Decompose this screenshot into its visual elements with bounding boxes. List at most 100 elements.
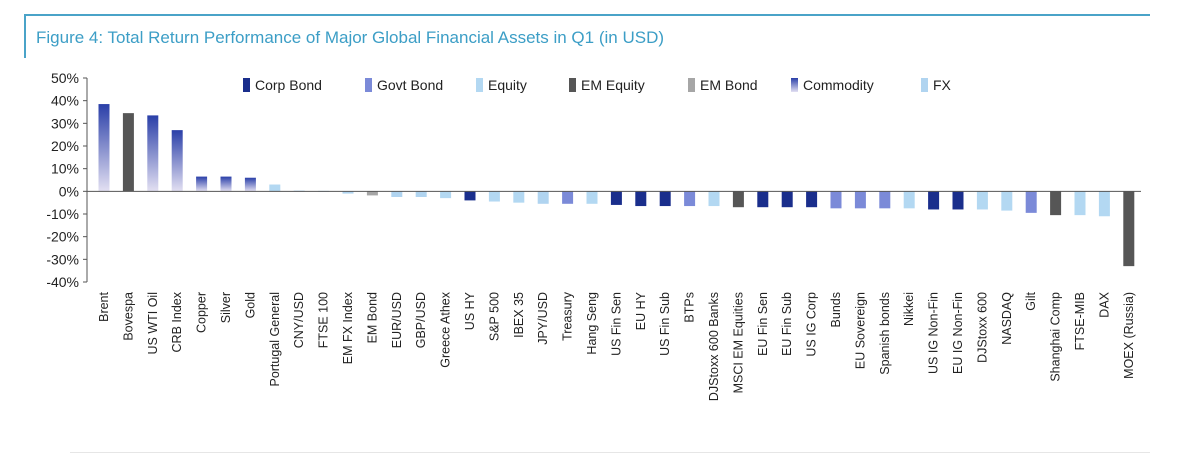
category-label: CRB Index: [170, 291, 184, 352]
legend-swatch: [921, 78, 928, 92]
bar: [928, 191, 940, 210]
category-label: DAX: [1097, 291, 1111, 317]
category-label: CNY/USD: [292, 292, 306, 348]
bottom-rule: [70, 452, 1150, 453]
category-label: S&P 500: [487, 292, 501, 341]
category-label: US IG Non-Fin: [927, 292, 941, 374]
category-label: EUR/USD: [390, 292, 404, 348]
category-label: Bunds: [829, 292, 843, 327]
category-label: EU Fin Sen: [756, 292, 770, 356]
bar: [122, 113, 134, 192]
bar: [1074, 191, 1086, 216]
bar: [244, 177, 256, 192]
category-label: EU HY: [634, 291, 648, 330]
category-label: US WTI Oil: [146, 292, 160, 355]
bar: [1001, 191, 1013, 211]
category-label: MSCI EM Equities: [731, 292, 745, 393]
bar: [903, 191, 915, 209]
bar: [879, 191, 891, 209]
chart-title: Figure 4: Total Return Performance of Ma…: [36, 28, 665, 47]
bar: [1050, 191, 1062, 216]
y-tick-label: 30%: [51, 115, 79, 131]
category-label: US IG Corp: [805, 292, 819, 357]
bar: [537, 191, 549, 204]
category-label: FTSE-MIB: [1073, 292, 1087, 350]
category-label: NASDAQ: [1000, 292, 1014, 345]
bar: [952, 191, 964, 210]
bar: [342, 191, 354, 194]
category-label: EM Bond: [365, 292, 379, 343]
category-label: Copper: [195, 292, 209, 333]
y-tick-label: 40%: [51, 93, 79, 109]
bar: [196, 176, 208, 192]
bar: [415, 191, 427, 197]
bar: [659, 191, 671, 207]
legend-label: EM Bond: [700, 77, 758, 93]
category-label: Brent: [97, 291, 111, 321]
y-tick-label: 20%: [51, 138, 79, 154]
category-label: Greece Athex: [439, 291, 453, 367]
bar: [708, 191, 720, 207]
category-label: US Fin Sub: [658, 292, 672, 356]
bar: [98, 104, 110, 192]
category-label: Silver: [219, 292, 233, 323]
bar: [488, 191, 500, 202]
y-axis: 50% 40% 30% 20% 10% 0% -10% -20% -30% -40%: [46, 70, 88, 290]
bar: [391, 191, 403, 197]
legend-label: FX: [933, 77, 952, 93]
category-label: Treasury: [561, 291, 575, 341]
bar: [635, 191, 647, 207]
category-label: EU IG Non-Fin: [951, 292, 965, 374]
bar: [781, 191, 793, 208]
category-label: GBP/USD: [414, 292, 428, 348]
category-label: IBEX 35: [512, 292, 526, 338]
category-label: Gold: [243, 292, 257, 318]
bar: [976, 191, 988, 210]
legend-swatch: [791, 78, 798, 92]
bar: [757, 191, 769, 208]
bar: [684, 191, 696, 207]
bar: [1025, 191, 1037, 213]
category-label: Bovespa: [121, 292, 135, 341]
y-tick-label: 50%: [51, 70, 79, 86]
bar: [513, 191, 525, 203]
y-tick-label: -20%: [46, 229, 79, 245]
legend-swatch: [569, 78, 576, 92]
bar: [171, 130, 183, 192]
category-label: BTPs: [683, 292, 697, 323]
category-label: DJStoxx 600 Banks: [707, 292, 721, 401]
bars: [98, 104, 1135, 267]
legend-swatch: [365, 78, 372, 92]
bar: [269, 184, 281, 192]
legend-swatch: [476, 78, 483, 92]
bar: [464, 191, 476, 201]
legend-swatch: [688, 78, 695, 92]
category-label: Spanish bonds: [878, 292, 892, 375]
y-tick-label: -30%: [46, 251, 79, 267]
category-label: DJStoxx 600: [975, 292, 989, 363]
legend-label: Govt Bond: [377, 77, 443, 93]
bar: [220, 176, 232, 192]
category-label: MOEX (Russia): [1122, 292, 1136, 379]
bar: [562, 191, 574, 204]
legend-swatch: [243, 78, 250, 92]
title-frame: Figure 4: Total Return Performance of Ma…: [24, 14, 1150, 58]
legend-label: Commodity: [803, 77, 874, 93]
category-label: FTSE 100: [317, 292, 331, 348]
category-label: Hang Seng: [585, 292, 599, 355]
bar: [1098, 191, 1110, 217]
category-label: EM FX Index: [341, 291, 355, 364]
bar: [147, 115, 159, 192]
category-label: EU Fin Sub: [780, 292, 794, 356]
category-label: Gilt: [1024, 291, 1038, 310]
legend-label: Corp Bond: [255, 77, 322, 93]
y-tick-label: -40%: [46, 274, 79, 290]
category-label: US HY: [463, 291, 477, 330]
category-label: Shanghai Comp: [1049, 292, 1063, 382]
category-label: JPY/USD: [536, 292, 550, 345]
category-labels: Brent Bovespa US WTI Oil CRB Index Copper Sil…: [97, 291, 1136, 401]
category-label: US Fin Sen: [609, 292, 623, 356]
category-label: Nikkei: [902, 292, 916, 326]
